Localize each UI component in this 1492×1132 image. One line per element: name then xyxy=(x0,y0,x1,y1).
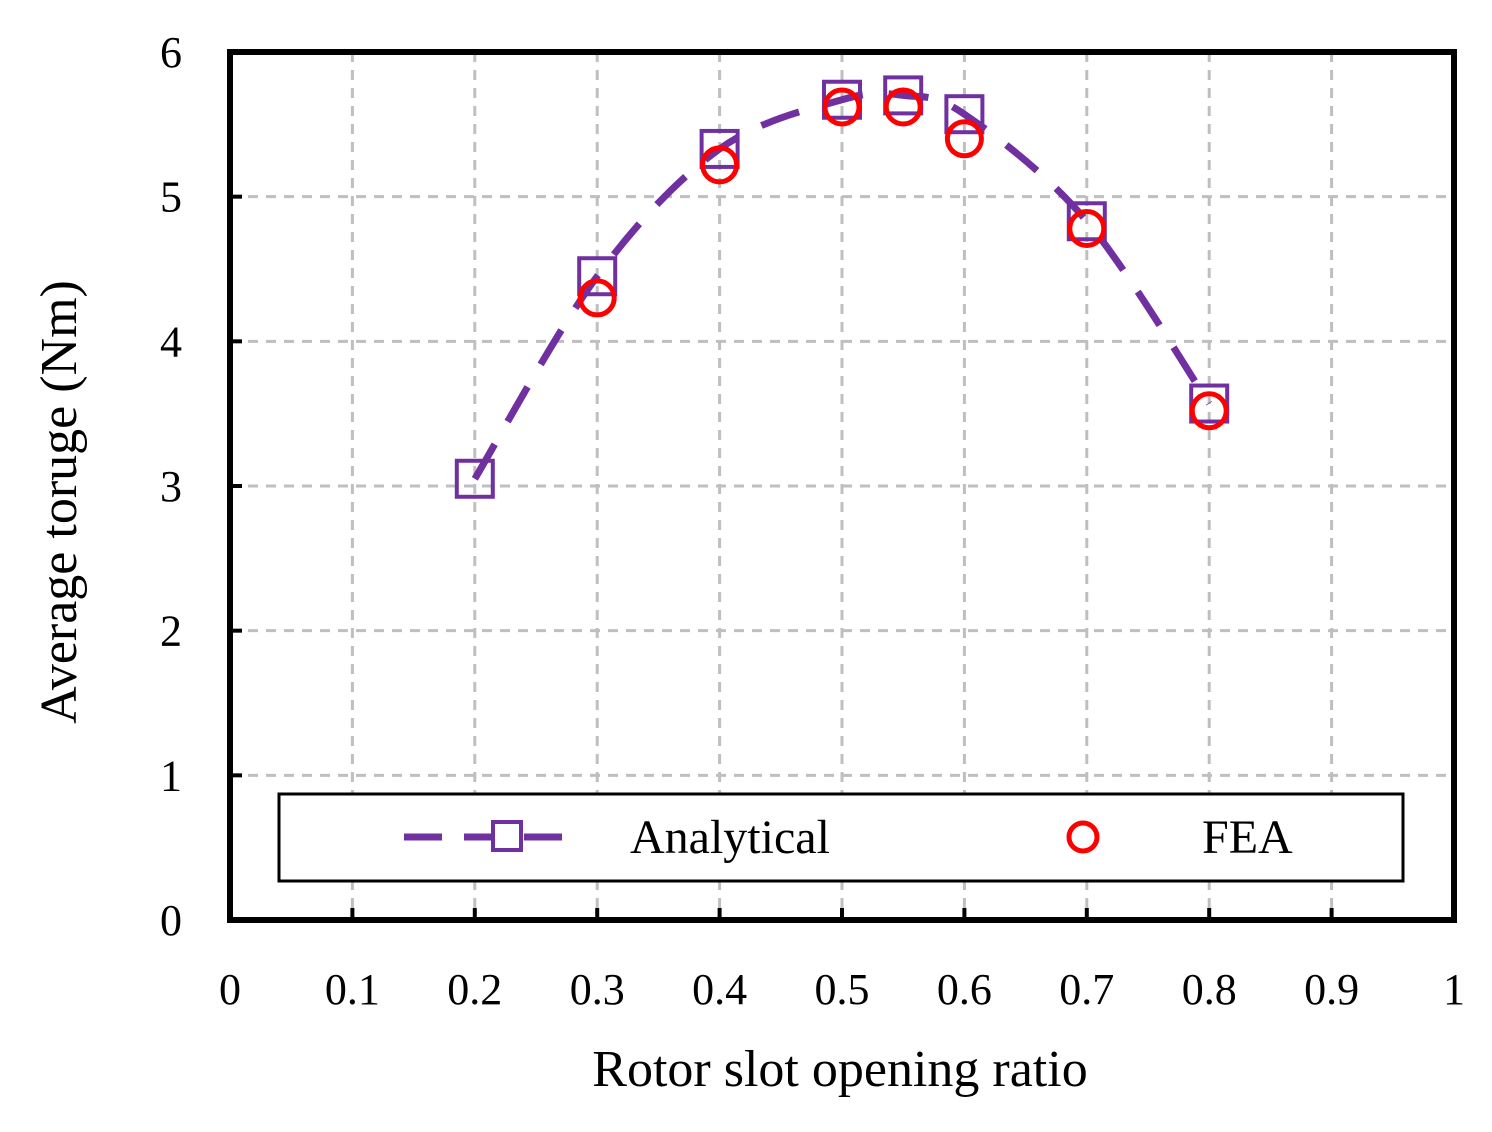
x-tick-label: 1 xyxy=(1443,965,1465,1014)
x-tick-label: 0.1 xyxy=(325,965,380,1014)
x-tick-label: 0.5 xyxy=(815,965,870,1014)
x-axis-label: Rotor slot opening ratio xyxy=(592,1041,1087,1098)
y-tick-label: 0 xyxy=(160,896,182,945)
y-tick-label: 5 xyxy=(160,173,182,222)
x-tick-label: 0.2 xyxy=(447,965,502,1014)
y-tick-label: 4 xyxy=(160,317,182,366)
tick-marks xyxy=(228,50,1456,922)
x-tick-label: 0.8 xyxy=(1182,965,1237,1014)
fea-point xyxy=(1189,391,1229,431)
fea-point xyxy=(700,145,740,185)
grid xyxy=(230,52,1454,920)
y-axis-label: Average toruge (Nm) xyxy=(31,280,88,724)
analytical-point xyxy=(944,94,985,135)
x-tick-label: 0.3 xyxy=(570,965,625,1014)
fea-point xyxy=(944,119,984,159)
legend-analytical-marker xyxy=(491,820,523,852)
x-tick-label: 0.9 xyxy=(1304,965,1359,1014)
x-tick-label: 0.6 xyxy=(937,965,992,1014)
legend-fea-label: FEA xyxy=(1202,811,1293,864)
analytical-point xyxy=(883,75,924,116)
analytical-point xyxy=(454,458,495,499)
x-tick-label: 0.7 xyxy=(1059,965,1114,1014)
x-tick-labels: 0 0.1 0.2 0.3 0.4 0.5 0.6 0.7 0.8 0.9 1 xyxy=(219,965,1465,1014)
fea-point xyxy=(1067,208,1107,248)
y-tick-label: 1 xyxy=(160,751,182,800)
x-tick-label: 0 xyxy=(219,965,241,1014)
analytical-point xyxy=(699,128,740,169)
fea-point xyxy=(577,278,617,318)
legend-fea-marker xyxy=(1066,820,1100,854)
markers xyxy=(454,75,1230,499)
fea-point xyxy=(822,87,862,127)
legend-analytical-label: Analytical xyxy=(630,811,830,864)
x-tick-label: 0.4 xyxy=(692,965,747,1014)
legend: Analytical FEA xyxy=(277,792,1405,883)
analytical-point xyxy=(577,256,618,297)
fea-point xyxy=(883,87,923,127)
y-tick-label: 2 xyxy=(160,607,182,656)
y-tick-labels: 0 1 2 3 4 5 6 xyxy=(160,28,182,945)
y-tick-label: 6 xyxy=(160,28,182,77)
y-tick-label: 3 xyxy=(160,462,182,511)
